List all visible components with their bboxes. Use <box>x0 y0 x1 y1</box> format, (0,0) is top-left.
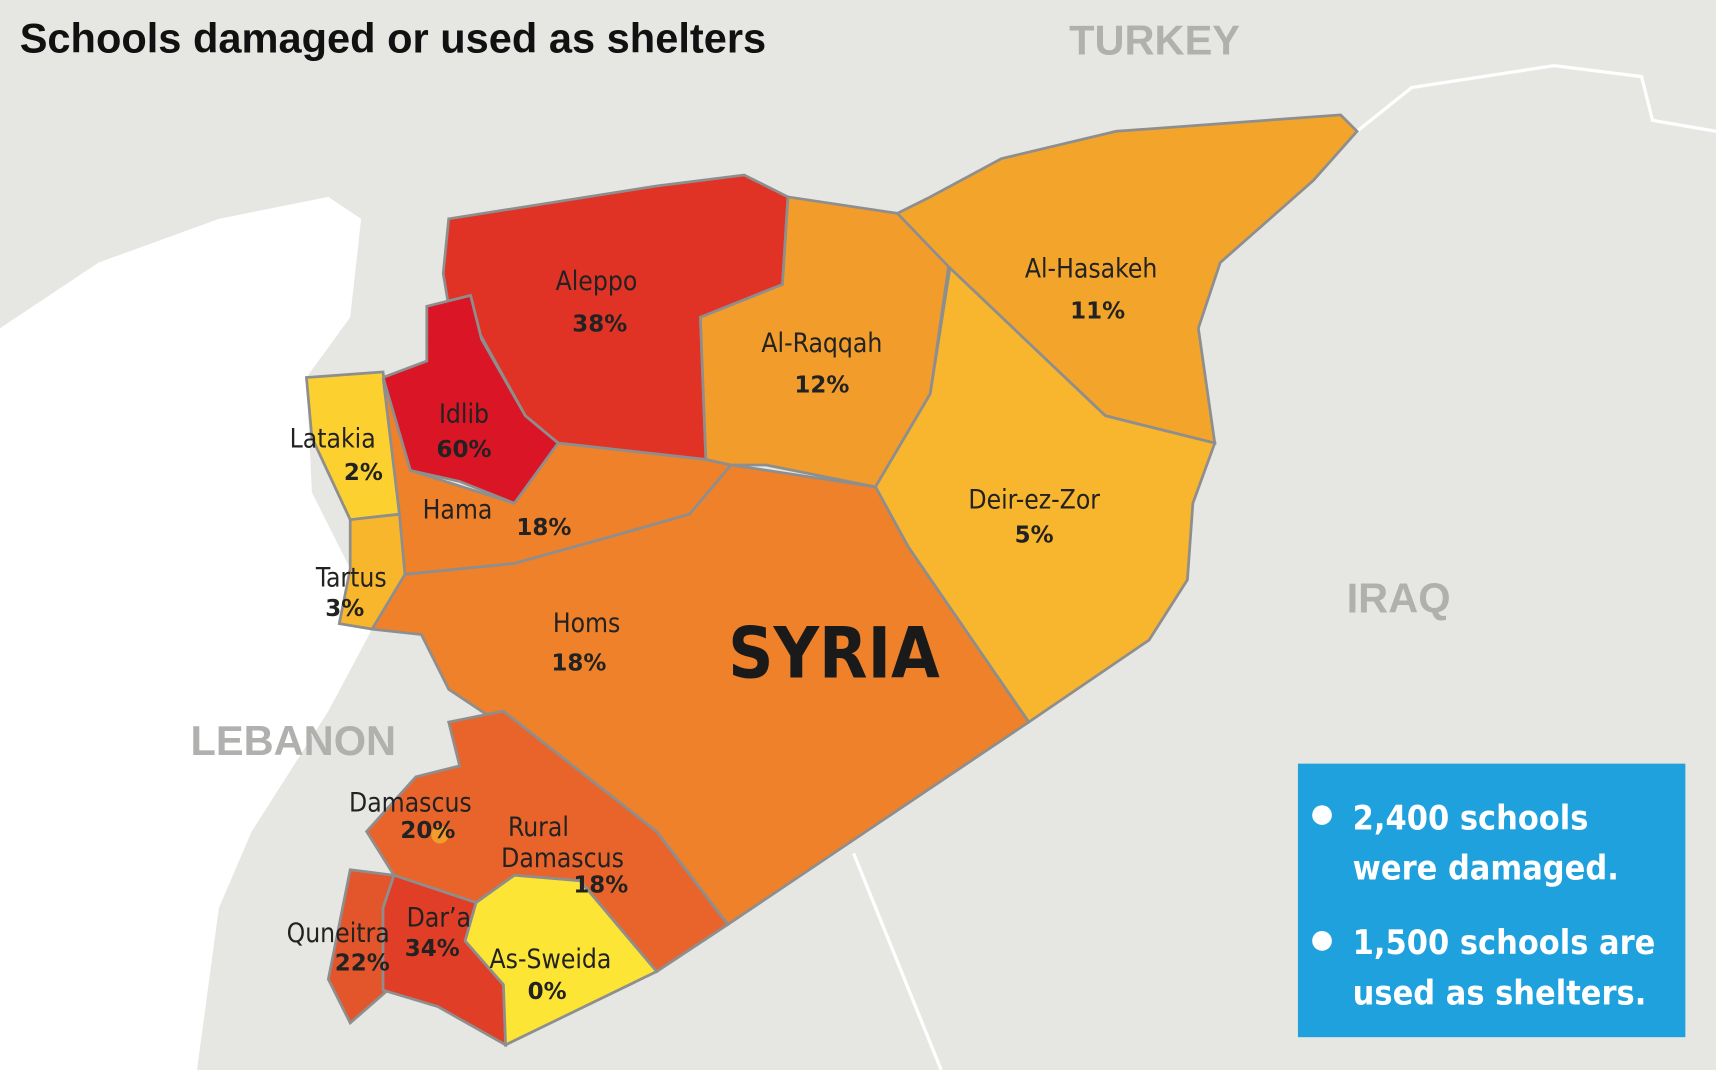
region-name: Dar’a <box>407 904 471 934</box>
region-share: 18% <box>516 515 571 541</box>
region-name: Idlib <box>439 400 489 430</box>
region-share: 22% <box>335 950 390 976</box>
region-name: Aleppo <box>556 267 638 297</box>
info-item: 1,500 schools are used as shelters. <box>1352 923 1656 1014</box>
region-share: 18% <box>573 873 628 899</box>
region-share: 3% <box>325 596 364 622</box>
region-share: 18% <box>551 651 606 677</box>
region-share: 2% <box>344 460 383 486</box>
region-share: 34% <box>405 936 460 962</box>
region-share: 11% <box>1070 298 1125 324</box>
border <box>852 852 943 1071</box>
title: Schools damaged or used as shelters <box>20 15 766 62</box>
border <box>1356 63 1716 133</box>
region-share: 5% <box>1015 523 1054 549</box>
region-name: Quneitra <box>287 919 390 949</box>
region-name: Al-Hasakeh <box>1025 255 1158 285</box>
regions <box>304 113 1359 1048</box>
country-label: LEBANON <box>190 717 396 764</box>
region-share: 60% <box>437 437 492 463</box>
region <box>369 463 1031 927</box>
sea <box>0 196 373 1071</box>
country-label: IRAQ <box>1347 575 1451 622</box>
info-box <box>1297 763 1686 1038</box>
region-name: Damascus <box>349 789 472 819</box>
bullet <box>1312 805 1332 825</box>
region-share: 0% <box>528 979 567 1005</box>
country-label: SYRIA <box>728 613 940 695</box>
region-name: As-Sweida <box>490 945 612 975</box>
region-name: Hama <box>423 495 493 525</box>
country-label: TURKEY <box>1069 17 1240 64</box>
info-text: 2,400 schools were damaged. 1,500 school… <box>1352 798 1656 1014</box>
region <box>431 826 449 844</box>
labels: Aleppo 38% Idlib 60% Latakia 2% Tartus 3% Hama 18… <box>287 255 1158 1005</box>
region-share: 38% <box>572 311 627 337</box>
region-name: Deir-ez-Zor <box>968 486 1100 516</box>
bullet <box>1312 931 1332 951</box>
region-name: Tartus <box>315 563 387 593</box>
region <box>463 873 659 1047</box>
region-share: 12% <box>794 373 849 399</box>
region <box>873 265 1217 724</box>
region-name: Al-Raqqah <box>761 329 882 359</box>
region-name: Rural Damascus <box>501 813 624 874</box>
region-name: Homs <box>553 609 621 639</box>
info-item: 2,400 schools were damaged. <box>1352 798 1619 889</box>
region-share: 20% <box>400 818 455 844</box>
region-name: Latakia <box>290 424 376 454</box>
